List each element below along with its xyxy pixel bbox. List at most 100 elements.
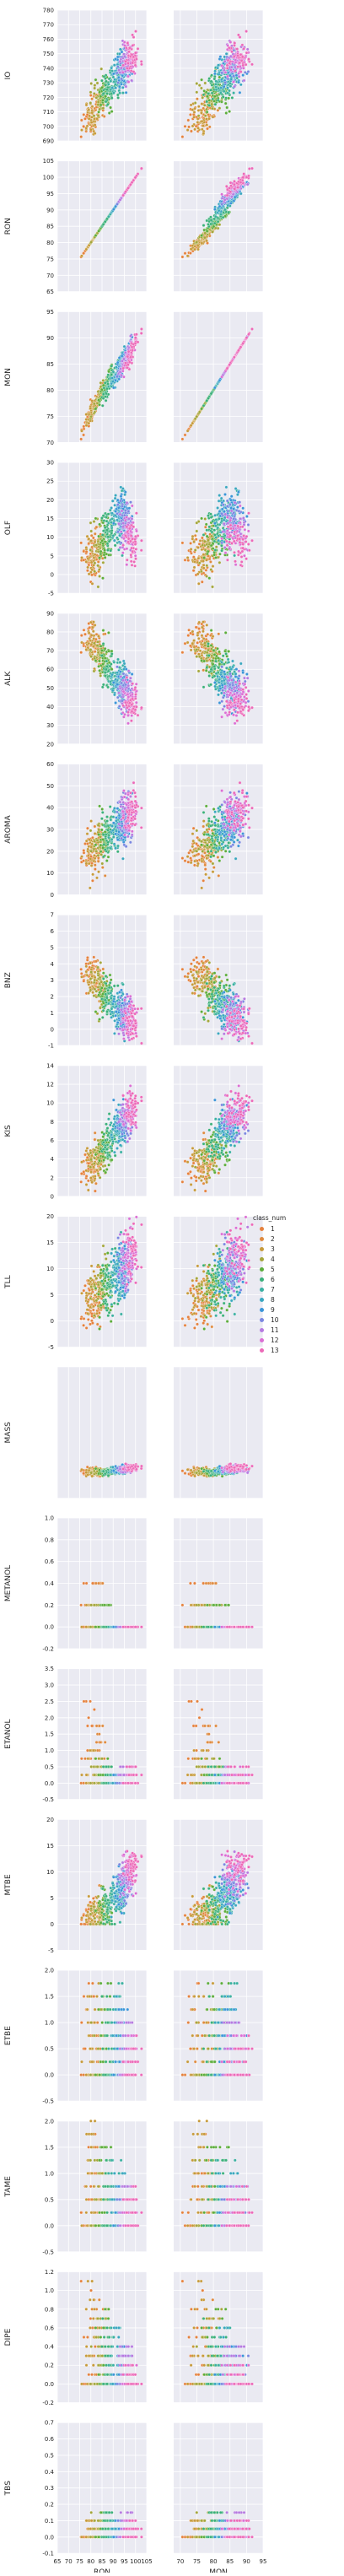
y-tick-label: 95 [46, 191, 54, 197]
scatter-point [201, 548, 203, 551]
scatter-point [203, 540, 206, 543]
scatter-point [194, 548, 196, 551]
scatter-point [205, 575, 207, 577]
scatter-point [208, 577, 211, 580]
scatter-point [93, 556, 95, 559]
scatter-point [121, 554, 123, 557]
scatter-point [105, 92, 108, 95]
scatter-point [116, 96, 119, 99]
scatter-point [126, 559, 128, 561]
scatter-point [202, 533, 205, 536]
scatter-point [197, 115, 200, 117]
scatter-point [126, 75, 129, 78]
scatter-point [110, 529, 113, 532]
scatter-point [230, 495, 233, 498]
scatter-point [114, 544, 116, 547]
scatter-point [234, 187, 236, 190]
scatter-point [111, 381, 114, 383]
scatter-point [134, 176, 137, 179]
scatter-point [91, 111, 94, 114]
scatter-point [204, 526, 207, 528]
scatter-point [186, 128, 189, 131]
scatter-point [129, 356, 132, 359]
scatter-point [213, 73, 216, 75]
scatter-point [115, 366, 117, 369]
scatter-point [207, 397, 209, 399]
scatter-point [112, 370, 115, 373]
scatter-point [129, 501, 132, 504]
scatter-point [226, 367, 228, 370]
scatter-point [102, 92, 105, 95]
scatter-point [86, 570, 89, 572]
scatter-point [110, 506, 112, 509]
scatter-point [116, 65, 119, 68]
scatter-point [213, 540, 216, 543]
scatter-point [80, 135, 83, 138]
scatter-point [229, 41, 232, 43]
scatter-point [239, 62, 241, 64]
scatter-point [191, 422, 194, 424]
scatter-point [134, 64, 137, 67]
scatter-point [89, 91, 92, 94]
scatter-point [123, 494, 126, 496]
scatter-point [88, 537, 90, 540]
scatter-point [97, 560, 99, 563]
scatter-point [104, 527, 106, 529]
scatter-point [206, 529, 208, 532]
scatter-point [232, 91, 234, 94]
y-tick-label: 20 [46, 497, 54, 504]
y-tick-label: -5 [48, 591, 54, 597]
scatter-point [197, 109, 200, 111]
scatter-point [215, 546, 218, 548]
scatter-point [94, 84, 96, 86]
scatter-point [103, 75, 105, 78]
scatter-point [205, 117, 207, 120]
scatter-point [123, 55, 126, 57]
scatter-point [104, 220, 106, 223]
scatter-point [208, 99, 211, 101]
scatter-point [100, 68, 103, 70]
y-tick-label: 0 [51, 571, 54, 578]
scatter-point [125, 91, 127, 94]
y-tick-label: 720 [43, 95, 54, 101]
scatter-point [122, 375, 125, 378]
scatter-point [202, 124, 204, 127]
scatter-point [103, 554, 105, 556]
scatter-point [206, 123, 208, 126]
scatter-point [222, 216, 224, 219]
scatter-point [206, 535, 208, 537]
scatter-point [204, 517, 207, 520]
scatter-point [102, 561, 105, 564]
scatter-point [120, 78, 122, 80]
scatter-point [200, 111, 202, 114]
scatter-point [121, 367, 124, 370]
y-tick-label: 780 [43, 8, 54, 14]
scatter-point [233, 199, 235, 202]
scatter-point [80, 255, 83, 257]
scatter-point [215, 518, 218, 521]
y-tick-label: 75 [46, 256, 54, 262]
scatter-point [120, 531, 122, 533]
scatter-point [126, 531, 129, 533]
scatter-point [218, 500, 220, 502]
y-tick-label: 75 [46, 413, 54, 420]
scatter-point [119, 48, 121, 51]
scatter-point [234, 69, 236, 72]
scatter-point [213, 529, 216, 532]
scatter-point [126, 41, 129, 44]
scatter-point [236, 54, 239, 57]
scatter-point [212, 564, 214, 567]
scatter-point [194, 534, 196, 537]
scatter-point [107, 83, 110, 85]
scatter-point [198, 562, 201, 564]
scatter-point [121, 552, 124, 554]
scatter-point [135, 530, 137, 532]
scatter-point [133, 564, 136, 567]
scatter-point [223, 60, 226, 62]
scatter-point [112, 92, 115, 95]
scatter-point [206, 100, 208, 103]
scatter-point [90, 534, 93, 537]
scatter-point [94, 234, 97, 236]
scatter-point [132, 62, 134, 64]
scatter-point [103, 548, 105, 551]
